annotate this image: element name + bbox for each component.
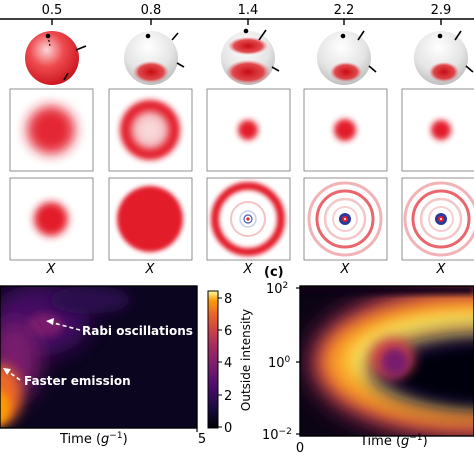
bloch-sphere-4 [317, 30, 377, 85]
cbar-tick-4: 4 [224, 356, 232, 371]
faster-text: Faster emission [24, 374, 131, 388]
right-heatmap: 102 100 10−2 0 Time (g−1) [262, 281, 474, 456]
intensity-panel-1 [9, 88, 94, 172]
bloch-sphere-3 [221, 28, 280, 85]
right-y-tick-mid: 100 [268, 355, 291, 371]
rabi-text: Rabi oscillations [82, 324, 193, 338]
cbar-tick-8: 8 [224, 292, 232, 307]
faster-annotation: Faster emission [3, 368, 131, 388]
left-heatmap: Rabi oscillations Faster emission 5 Time… [0, 285, 206, 447]
right-x-label: Time (g−1) [359, 433, 428, 449]
cbar-tick-6: 6 [224, 324, 232, 339]
pattern-panel-5 [401, 177, 474, 261]
intensity-panel-5 [401, 88, 474, 172]
intensity-panel-2 [108, 88, 193, 172]
intensity-row [9, 88, 474, 172]
left-x-label: Time (g−1) [59, 431, 128, 447]
x-label-2: X [145, 262, 156, 277]
cbar-tick-2: 2 [224, 389, 232, 404]
spheres-row [25, 28, 474, 85]
x-label-5: X [436, 262, 447, 277]
top-tick-1: 0.5 [42, 3, 63, 18]
top-tick-2: 0.8 [141, 3, 162, 18]
pattern-panel-4 [303, 177, 388, 261]
x-labels-row: X X X X X [46, 262, 447, 277]
right-y-tick-bot: 10−2 [262, 427, 292, 443]
top-axis: 0.5 0.8 1.4 2.2 2.9 [0, 3, 474, 25]
bloch-sphere-1 [25, 31, 87, 85]
bloch-sphere-5 [414, 30, 474, 85]
intensity-panel-3 [206, 88, 291, 172]
top-tick-5: 2.9 [431, 3, 452, 18]
rabi-annotation: Rabi oscillations [46, 318, 193, 338]
cbar-tick-0: 0 [224, 421, 232, 436]
pattern-panel-3 [206, 177, 291, 261]
x-label-1: X [46, 262, 57, 277]
pattern-row [9, 177, 474, 261]
bloch-sphere-2 [124, 31, 185, 85]
top-tick-3: 1.4 [238, 3, 259, 18]
colorbar-label: Outside intensity [239, 309, 253, 411]
intensity-panel-4 [303, 88, 388, 172]
left-x-max-tick: 5 [198, 432, 206, 447]
pattern-panel-2 [108, 177, 193, 261]
panel-c-label: (c) [264, 265, 284, 280]
colorbar: 8 6 4 2 0 Outside intensity [207, 290, 253, 436]
x-label-4: X [340, 262, 351, 277]
right-y-tick-top: 102 [266, 281, 288, 297]
top-tick-4: 2.2 [334, 3, 355, 18]
x-label-3: X [243, 262, 254, 277]
right-x-zero-tick: 0 [296, 441, 304, 456]
pattern-panel-1 [9, 177, 94, 261]
